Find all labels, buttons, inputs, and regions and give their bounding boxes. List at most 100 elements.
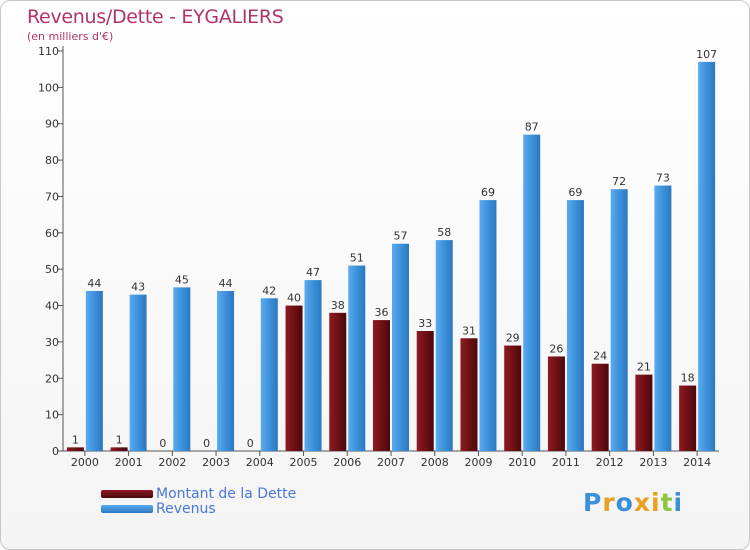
data-label-dette: 26 bbox=[549, 342, 563, 355]
legend-item-dette: Montant de la Dette bbox=[101, 486, 401, 503]
bar-dette bbox=[416, 331, 434, 451]
bars-group bbox=[66, 61, 716, 452]
logo-letter: x bbox=[633, 488, 651, 517]
x-axis: 2000 2001 2002 2003 2004 2005 2006 2007 2008 2009… bbox=[63, 450, 719, 469]
y-tick-label: 50 bbox=[45, 263, 59, 276]
legend-item-revenus: Revenus bbox=[101, 501, 401, 518]
data-label-revenus: 42 bbox=[262, 284, 276, 297]
bar-dette bbox=[329, 312, 347, 451]
data-label-dette: 0 bbox=[247, 437, 254, 450]
y-tick-label: 90 bbox=[45, 118, 59, 131]
bar-revenus bbox=[479, 200, 497, 451]
x-tick-label: 2005 bbox=[290, 456, 318, 469]
data-label-dette: 24 bbox=[593, 350, 607, 363]
legend-label-dette: Montant de la Dette bbox=[156, 486, 297, 502]
y-tick-label: 30 bbox=[45, 336, 59, 349]
bar-dette bbox=[285, 305, 303, 451]
bar-revenus bbox=[129, 294, 147, 451]
data-label-revenus: 47 bbox=[306, 266, 320, 279]
data-label-revenus: 44 bbox=[87, 277, 101, 290]
data-label-revenus: 51 bbox=[350, 252, 364, 265]
x-tick-label: 2008 bbox=[421, 456, 449, 469]
data-label-revenus: 69 bbox=[568, 186, 582, 199]
data-label-revenus: 69 bbox=[481, 186, 495, 199]
x-tick-label: 2001 bbox=[115, 456, 143, 469]
data-label-revenus: 72 bbox=[612, 175, 626, 188]
x-tick-label: 2011 bbox=[552, 456, 580, 469]
bar-revenus bbox=[566, 200, 584, 451]
logo-letter: t bbox=[660, 488, 674, 517]
y-tick-label: 20 bbox=[45, 372, 59, 385]
bar-dette bbox=[373, 320, 390, 451]
data-label-revenus: 44 bbox=[219, 277, 233, 290]
bar-dette bbox=[679, 385, 697, 451]
data-label-revenus: 45 bbox=[175, 273, 189, 286]
y-tick-label: 70 bbox=[45, 190, 59, 203]
bar-revenus bbox=[610, 189, 628, 451]
x-tick-label: 2000 bbox=[71, 456, 99, 469]
data-label-dette: 33 bbox=[418, 317, 432, 330]
bar-dette bbox=[547, 356, 565, 451]
data-label-dette: 1 bbox=[116, 433, 123, 446]
x-tick-label: 2009 bbox=[464, 456, 492, 469]
bar-dette bbox=[460, 338, 478, 451]
bar-revenus bbox=[348, 265, 366, 451]
legend-label-revenus: Revenus bbox=[156, 501, 216, 517]
x-tick-label: 2006 bbox=[333, 456, 361, 469]
x-tick-label: 2004 bbox=[246, 456, 274, 469]
data-label-dette: 1 bbox=[72, 433, 79, 446]
x-tick-label: 2010 bbox=[508, 456, 536, 469]
chart-subtitle: (en milliers d'€) bbox=[27, 30, 114, 43]
bar-dette bbox=[591, 363, 609, 451]
bar-revenus bbox=[173, 287, 191, 451]
data-label-revenus: 107 bbox=[696, 48, 717, 61]
logo-letter: i bbox=[673, 488, 684, 517]
data-label-dette: 0 bbox=[159, 437, 166, 450]
bar-dette bbox=[635, 374, 653, 451]
y-tick-label: 40 bbox=[45, 300, 59, 313]
y-axis: 0 10 20 30 40 50 60 70 80 90 100 110 bbox=[38, 45, 64, 458]
legend-swatch-dette bbox=[101, 490, 153, 498]
y-tick-label: 60 bbox=[45, 227, 59, 240]
data-label-dette: 36 bbox=[375, 306, 389, 319]
logo-letter: i bbox=[651, 488, 661, 517]
x-tick-label: 2012 bbox=[596, 456, 624, 469]
proxiti-logo: Proxiti bbox=[583, 488, 683, 517]
bar-revenus bbox=[392, 243, 409, 451]
bar-revenus bbox=[435, 240, 453, 451]
bar-revenus bbox=[698, 61, 716, 452]
y-tick-label: 0 bbox=[52, 445, 59, 458]
bar-revenus bbox=[260, 298, 278, 451]
data-label-revenus: 73 bbox=[656, 172, 670, 185]
data-label-revenus: 87 bbox=[525, 121, 539, 134]
x-tick-label: 2007 bbox=[377, 456, 405, 469]
data-label-revenus: 43 bbox=[131, 281, 145, 294]
bar-revenus bbox=[654, 185, 672, 451]
bar-revenus bbox=[523, 134, 541, 452]
data-label-dette: 0 bbox=[203, 437, 210, 450]
y-tick-label: 100 bbox=[38, 81, 59, 94]
logo-letter: r bbox=[602, 488, 616, 517]
chart-title: Revenus/Dette - EYGALIERS bbox=[27, 6, 284, 28]
bar-revenus bbox=[85, 291, 103, 451]
bar-revenus bbox=[304, 280, 322, 451]
y-tick-label: 110 bbox=[38, 45, 59, 58]
x-tick-label: 2003 bbox=[202, 456, 230, 469]
x-tick-label: 2013 bbox=[639, 456, 667, 469]
y-tick-label: 80 bbox=[45, 154, 59, 167]
bar-dette bbox=[66, 447, 84, 451]
bar-dette bbox=[110, 447, 128, 451]
data-label-dette: 18 bbox=[681, 372, 695, 385]
data-label-dette: 38 bbox=[331, 299, 345, 312]
data-labels-group: 1 1 0 0 0 40 38 36 33 31 29 26 24 21 18 44 43 45 44 42 47 51 5… bbox=[72, 48, 717, 450]
logo-letter: o bbox=[615, 488, 634, 517]
data-label-dette: 40 bbox=[287, 292, 301, 305]
data-label-revenus: 58 bbox=[437, 226, 451, 239]
logo-letter: P bbox=[583, 488, 603, 517]
data-label-dette: 29 bbox=[506, 332, 520, 345]
data-label-revenus: 57 bbox=[394, 230, 408, 243]
data-label-dette: 21 bbox=[637, 361, 651, 374]
bar-dette bbox=[504, 345, 522, 451]
